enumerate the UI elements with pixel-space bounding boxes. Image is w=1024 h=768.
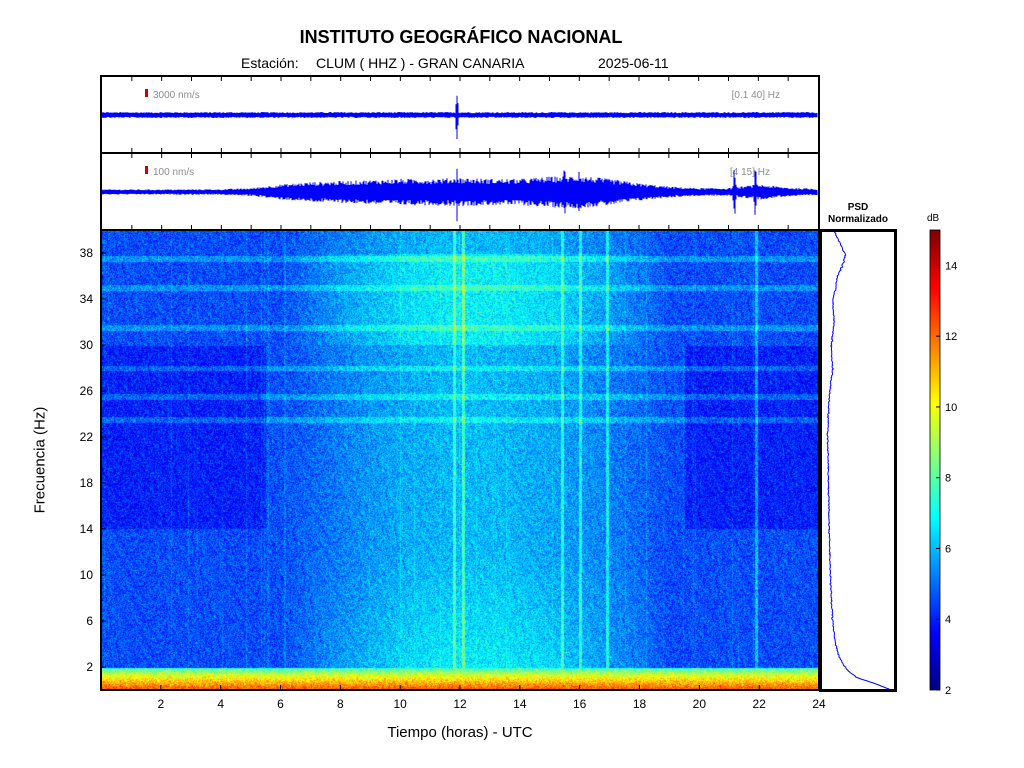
psd-plot — [826, 232, 890, 689]
y-tick-label: 2 — [86, 660, 93, 674]
psd-panel — [819, 229, 897, 692]
waveform-filtered-panel: 100 nm/s [4 15] Hz — [100, 152, 820, 231]
scale-bar-mark — [145, 89, 148, 97]
psd-curve — [826, 232, 890, 689]
y-tick-label: 14 — [80, 522, 94, 536]
colorbar-tick-label: 6 — [945, 543, 951, 555]
colorbar-unit: dB — [927, 213, 940, 224]
psd-title-text: PSD Normalizado — [827, 202, 888, 225]
chart-title: INSTITUTO GEOGRÁFICO NACIONAL — [299, 27, 623, 47]
waveform-broadband-panel: 3000 nm/s [0.1 40] Hz — [100, 75, 820, 154]
x-tick-label: 6 — [277, 697, 284, 711]
y-tick-label: 26 — [80, 384, 94, 398]
y-axis-title: Frecuencia (Hz) — [31, 406, 49, 514]
y-tick-label: 22 — [80, 430, 94, 444]
waveform-broadband-plot: 3000 nm/s [0.1 40] Hz — [102, 77, 818, 152]
x-tick-label: 14 — [513, 697, 527, 711]
station-name: CLUM ( HHZ ) - GRAN CANARIA — [316, 55, 525, 71]
x-tick-label: 2 — [157, 697, 164, 711]
colorbar-tick-label: 14 — [945, 260, 957, 272]
band-label: [0.1 40] Hz — [732, 90, 780, 101]
colorbar-gradient — [930, 230, 940, 690]
spectrogram-image — [101, 230, 819, 690]
scale-bar-mark — [145, 166, 148, 174]
x-axis-title: Tiempo (horas) - UTC — [387, 724, 533, 741]
x-tick-label: 22 — [752, 697, 766, 711]
x-tick-label: 16 — [573, 697, 587, 711]
waveform-filtered-plot: 100 nm/s [4 15] Hz — [102, 154, 818, 229]
colorbar-tick-label: 4 — [945, 614, 951, 626]
colorbar-tick-label: 10 — [945, 402, 957, 414]
band-label: [4 15] Hz — [730, 167, 770, 178]
chart-date: 2025-06-11 — [598, 55, 669, 71]
x-tick-label: 8 — [337, 697, 344, 711]
colorbar-tick-label: 8 — [945, 473, 951, 485]
x-tick-label: 24 — [812, 697, 826, 711]
y-tick-label: 34 — [80, 292, 94, 306]
y-tick-label: 6 — [86, 614, 93, 628]
station-label: Estación: — [241, 55, 299, 71]
waveform-trace — [102, 95, 818, 140]
x-tick-label: 18 — [633, 697, 647, 711]
scale-label: 100 nm/s — [153, 167, 194, 178]
y-tick-label: 38 — [80, 246, 94, 260]
y-tick-label: 10 — [80, 568, 94, 582]
colorbar-tick-label: 12 — [945, 331, 957, 343]
x-tick-label: 12 — [453, 697, 467, 711]
y-tick-label: 30 — [80, 338, 94, 352]
waveform-trace — [102, 168, 818, 222]
psd-title: PSD Normalizado — [820, 202, 896, 226]
x-tick-label: 4 — [217, 697, 224, 711]
x-tick-label: 10 — [393, 697, 407, 711]
y-tick-label: 18 — [80, 476, 94, 490]
scale-label: 3000 nm/s — [153, 90, 200, 101]
x-tick-label: 20 — [693, 697, 707, 711]
colorbar-tick-label: 2 — [945, 685, 951, 697]
